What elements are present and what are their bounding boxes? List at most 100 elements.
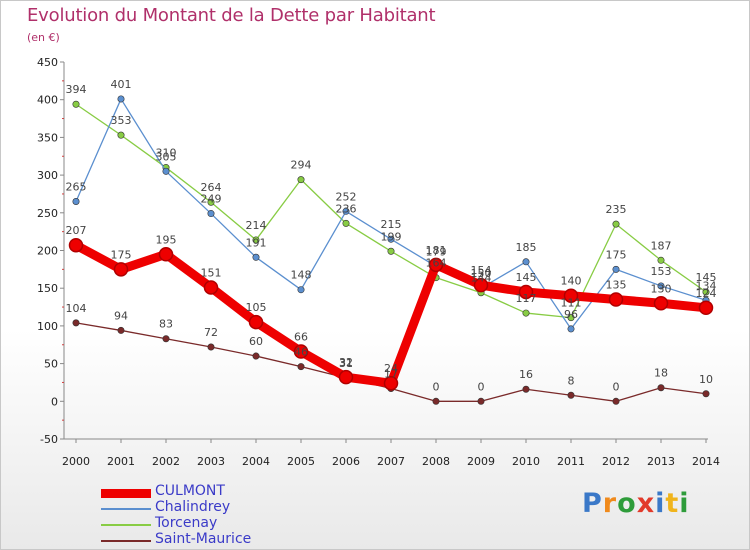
x-tick-label: 2008 (422, 455, 450, 468)
data-point-torcenay (117, 131, 125, 139)
data-point-culmont (293, 344, 309, 359)
data-point-saint-maurice (567, 391, 575, 399)
data-label-chalindrey: 215 (381, 218, 402, 231)
data-point-saint-maurice (252, 352, 260, 360)
data-point-culmont (68, 237, 84, 253)
x-tick-label: 2007 (377, 455, 405, 468)
data-point-torcenay (207, 198, 215, 206)
data-point-saint-maurice (432, 397, 440, 405)
data-point-culmont (203, 280, 219, 295)
data-label-chalindrey: 252 (336, 190, 357, 203)
data-label-torcenay: 264 (201, 181, 222, 194)
x-tick-label: 2000 (62, 455, 90, 468)
data-label-saint-maurice: 0 (613, 380, 620, 393)
data-label-saint-maurice: 60 (249, 335, 263, 348)
data-label-saint-maurice: 104 (66, 302, 87, 315)
data-point-culmont (428, 257, 444, 273)
x-tick-label: 2011 (557, 455, 585, 468)
data-label-chalindrey: 191 (246, 236, 267, 249)
data-point-chalindrey (342, 207, 350, 215)
data-point-culmont (158, 247, 174, 262)
data-label-saint-maurice: 94 (114, 309, 128, 322)
x-tick-label: 2013 (647, 455, 675, 468)
data-point-chalindrey (522, 258, 530, 266)
data-point-saint-maurice (702, 390, 710, 398)
data-point-chalindrey (387, 235, 395, 243)
y-tick-label: 0 (51, 395, 58, 408)
data-label-saint-maurice: 16 (519, 368, 533, 381)
data-label-culmont: 66 (294, 331, 308, 344)
data-point-torcenay (387, 247, 395, 255)
data-label-chalindrey: 148 (291, 269, 312, 282)
x-tick-label: 2002 (152, 455, 180, 468)
data-point-torcenay (657, 256, 665, 264)
data-label-layer: 207 175 195 151 105 66 32 24 181 154 145 140 135 130 1… (66, 78, 717, 393)
data-label-chalindrey: 153 (651, 265, 672, 278)
data-label-torcenay: 236 (336, 202, 357, 215)
data-point-torcenay (612, 220, 620, 228)
x-tick-label: 2004 (242, 455, 270, 468)
data-point-saint-maurice (477, 397, 485, 405)
x-tick-label: 2003 (197, 455, 225, 468)
data-label-torcenay: 310 (156, 147, 177, 160)
data-point-torcenay (252, 236, 260, 244)
data-label-torcenay: 353 (111, 114, 132, 127)
data-point-chalindrey (162, 167, 170, 175)
data-label-chalindrey: 305 (156, 150, 177, 163)
data-point-saint-maurice (72, 319, 80, 327)
data-point-saint-maurice (522, 385, 530, 393)
data-label-torcenay: 111 (561, 297, 582, 310)
data-point-chalindrey (612, 265, 620, 273)
data-point-torcenay (702, 288, 710, 296)
data-point-chalindrey (657, 282, 665, 290)
data-point-culmont (563, 288, 579, 303)
legend-swatch-torcenay (101, 524, 151, 526)
x-tick-label: 2012 (602, 455, 630, 468)
data-label-culmont: 24 (384, 362, 398, 375)
data-label-saint-maurice: 31 (339, 357, 353, 370)
data-label-saint-maurice: 0 (478, 380, 485, 393)
chart-subtitle: (en €) (27, 31, 60, 44)
chart-title: Evolution du Montant de la Dette par Hab… (27, 5, 436, 26)
legend-label-chalindrey: Chalindrey (155, 499, 231, 515)
data-label-chalindrey: 150 (471, 267, 492, 280)
data-label-chalindrey: 96 (564, 308, 578, 321)
data-label-torcenay: 164 (426, 257, 447, 270)
data-label-torcenay: 145 (696, 271, 717, 284)
data-point-torcenay (297, 176, 305, 184)
legend-swatch-chalindrey (101, 508, 151, 510)
data-label-torcenay: 235 (606, 203, 627, 216)
data-label-saint-maurice: 46 (294, 346, 308, 359)
data-label-culmont: 181 (426, 244, 447, 257)
data-label-chalindrey: 265 (66, 180, 87, 193)
y-tick-label: 50 (44, 358, 58, 371)
data-label-culmont: 105 (246, 301, 267, 314)
data-label-culmont: 151 (201, 266, 222, 279)
legend-swatch-culmont (101, 488, 151, 498)
data-label-torcenay: 394 (66, 83, 87, 96)
y-tick-label: 350 (37, 131, 58, 144)
series-layer (68, 95, 714, 405)
data-label-torcenay: 117 (516, 292, 537, 305)
logo-letter: i (655, 488, 666, 519)
data-point-culmont (653, 296, 669, 311)
proxiti-logo[interactable]: Proxiti (582, 488, 690, 519)
y-tick-label: 100 (37, 320, 58, 333)
data-point-saint-maurice (117, 326, 125, 334)
data-label-torcenay: 214 (246, 219, 267, 232)
data-label-culmont: 124 (696, 287, 717, 300)
y-tick-label: 400 (37, 94, 58, 107)
data-label-saint-maurice: 0 (433, 380, 440, 393)
data-point-saint-maurice (297, 363, 305, 371)
x-tick-label: 2005 (287, 455, 315, 468)
data-label-torcenay: 187 (651, 239, 672, 252)
legend-label-saint-maurice: Saint-Maurice (155, 531, 252, 547)
data-point-culmont (383, 375, 399, 391)
data-label-saint-maurice: 72 (204, 326, 218, 339)
data-label-chalindrey: 401 (111, 78, 132, 91)
data-point-saint-maurice (162, 335, 170, 343)
data-point-culmont (113, 262, 129, 277)
